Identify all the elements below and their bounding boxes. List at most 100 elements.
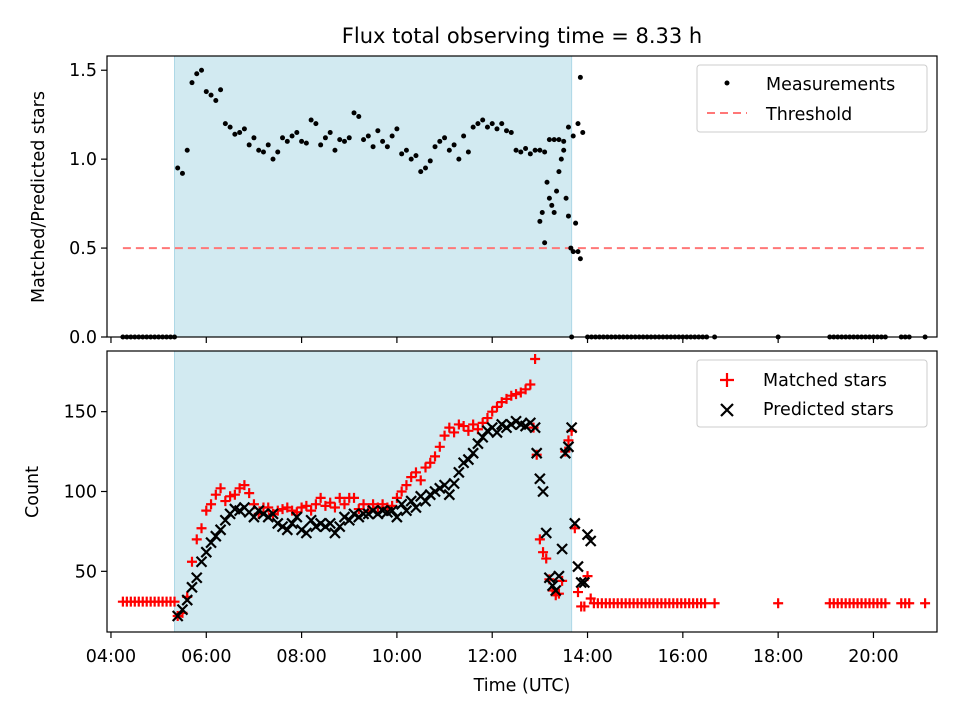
measurement-point bbox=[389, 133, 395, 139]
measurement-point bbox=[546, 137, 552, 143]
measurement-point bbox=[275, 149, 281, 155]
measurement-point bbox=[551, 137, 557, 143]
measurement-point bbox=[184, 147, 190, 153]
predicted-star-point bbox=[562, 441, 575, 453]
xtick-label: 16:00 bbox=[658, 647, 708, 667]
legend-threshold-label: Threshold bbox=[765, 105, 852, 125]
matched-star-point bbox=[506, 390, 517, 401]
matched-star-point bbox=[401, 480, 412, 491]
measurement-point bbox=[370, 144, 376, 150]
predicted-star-point bbox=[343, 514, 356, 527]
measurement-point bbox=[175, 165, 181, 171]
matched-star-point bbox=[525, 379, 536, 390]
measurement-point bbox=[308, 117, 314, 123]
predicted-star-point bbox=[210, 530, 222, 542]
measurement-point bbox=[568, 245, 574, 251]
predicted-star-point bbox=[205, 536, 217, 549]
measurement-point bbox=[561, 147, 567, 153]
predicted-star-point bbox=[472, 437, 484, 450]
top-ytick-label: 1.0 bbox=[69, 150, 97, 170]
matched-star-point bbox=[579, 601, 590, 612]
top-legend: Measurements Threshold bbox=[696, 64, 928, 133]
measurement-point bbox=[565, 124, 571, 130]
matched-star-point bbox=[557, 575, 568, 586]
measurement-point bbox=[418, 169, 424, 175]
measurement-point bbox=[179, 170, 185, 176]
measurement-point bbox=[544, 179, 550, 185]
top-ytick-label: 1.5 bbox=[69, 61, 97, 81]
measurement-point bbox=[475, 121, 481, 127]
predicted-star-point bbox=[530, 447, 543, 459]
matched-star-point bbox=[904, 598, 915, 609]
measurement-point bbox=[413, 153, 419, 159]
predicted-star-point bbox=[453, 466, 465, 479]
measurement-point bbox=[537, 147, 543, 153]
measurement-point bbox=[539, 210, 545, 216]
matched-star-point bbox=[434, 441, 445, 452]
xtick-label: 10:00 bbox=[372, 647, 422, 667]
matched-star-point bbox=[880, 598, 891, 609]
measurement-point bbox=[580, 129, 586, 135]
measurement-point bbox=[203, 89, 209, 95]
measurement-point bbox=[573, 220, 579, 226]
measurement-point bbox=[408, 156, 414, 162]
measurement-point bbox=[403, 147, 409, 153]
measurement-point bbox=[199, 67, 205, 73]
measurement-point bbox=[546, 195, 552, 201]
matched-star-point bbox=[511, 389, 522, 400]
top-shaded-interval bbox=[174, 55, 573, 338]
bottom-legend: Matched stars Predicted stars bbox=[696, 359, 928, 428]
measurement-point bbox=[222, 121, 228, 127]
measurement-point bbox=[365, 133, 371, 139]
top-legend-box bbox=[696, 64, 928, 133]
matched-star-point bbox=[339, 499, 350, 510]
matched-star-point bbox=[358, 499, 369, 510]
predicted-star-point bbox=[584, 535, 597, 547]
predicted-star-point bbox=[578, 576, 591, 589]
top-panel: 0.0 0.5 1.0 1.5 Matched/Predicted stars Mea… bbox=[29, 55, 938, 348]
measurement-point bbox=[451, 142, 457, 148]
matched-star-point bbox=[463, 425, 474, 436]
measurement-point bbox=[518, 149, 524, 155]
matched-star-point bbox=[229, 489, 240, 500]
xtick-label: 12:00 bbox=[467, 647, 517, 667]
measurement-point bbox=[527, 151, 533, 157]
measurement-point bbox=[480, 117, 486, 123]
measurement-point bbox=[513, 147, 519, 153]
measurement-point bbox=[470, 124, 476, 130]
predicted-star-point bbox=[572, 560, 584, 573]
predicted-star-point bbox=[543, 571, 556, 584]
xtick-label: 04:00 bbox=[86, 647, 136, 667]
measurement-point bbox=[384, 144, 390, 150]
measurement-point bbox=[303, 140, 309, 146]
measurement-point bbox=[351, 110, 357, 116]
measurement-point bbox=[427, 158, 433, 164]
measurement-point bbox=[289, 133, 295, 139]
measurement-point bbox=[280, 135, 286, 141]
matched-star-point bbox=[239, 480, 250, 491]
predicted-star-point bbox=[195, 555, 208, 568]
predicted-star-point bbox=[443, 488, 456, 501]
matched-star-point bbox=[482, 413, 493, 424]
matched-star-point bbox=[296, 502, 307, 513]
bottom-xticks: 04:00 06:00 08:00 10:00 12:00 14:00 16:00 18:00… bbox=[86, 632, 899, 667]
measurement-point bbox=[375, 128, 381, 134]
matched-star-point bbox=[563, 435, 574, 446]
predicted-star-point bbox=[281, 524, 294, 536]
predicted-star-point bbox=[419, 495, 432, 507]
measurement-point bbox=[232, 131, 238, 137]
measurement-point bbox=[227, 124, 233, 130]
measurement-point bbox=[442, 135, 448, 141]
predicted-star-point bbox=[329, 527, 341, 539]
matched-star-point bbox=[191, 534, 202, 545]
measurement-point bbox=[313, 121, 319, 127]
measurement-point bbox=[265, 142, 271, 148]
measurement-point bbox=[489, 121, 495, 127]
matched-star-point bbox=[169, 596, 180, 607]
measurement-point bbox=[523, 145, 529, 151]
xtick-label: 18:00 bbox=[753, 647, 803, 667]
predicted-star-point bbox=[248, 511, 260, 523]
predicted-star-point bbox=[565, 421, 578, 434]
measurement-point bbox=[237, 129, 243, 135]
matched-star-point bbox=[410, 467, 421, 478]
